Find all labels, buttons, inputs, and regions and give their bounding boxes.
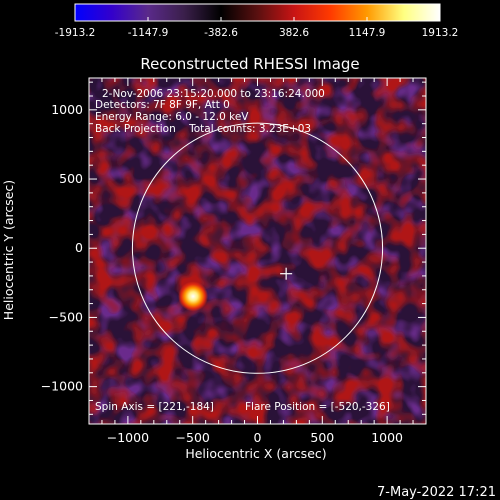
y-tick-label: 500 xyxy=(59,171,83,186)
chart-title: Reconstructed RHESSI Image xyxy=(140,55,359,73)
x-tick-label: 1000 xyxy=(371,430,403,445)
x-tick-label: 0 xyxy=(254,430,262,445)
info-time-range: 2-Nov-2006 23:15:20.000 to 23:16:24.000 xyxy=(102,88,325,100)
spin-axis-label: Spin Axis = [221,-184] xyxy=(95,401,214,413)
y-axis-label: Heliocentric Y (arcsec) xyxy=(1,180,16,320)
y-tick-label: −1000 xyxy=(41,379,83,394)
info-method-counts: Back Projection Total counts: 3.23E+03 xyxy=(95,123,311,135)
colorbar-gradient xyxy=(74,3,441,22)
colorbar-tick-label: 382.6 xyxy=(279,27,309,39)
y-tick-label: 0 xyxy=(75,240,83,255)
x-tick-label: 500 xyxy=(310,430,334,445)
x-tick-label: −1000 xyxy=(107,430,149,445)
y-tick-label: −500 xyxy=(49,309,83,324)
colorbar-tick-label: -1147.9 xyxy=(128,27,169,39)
heatmap-red-layer xyxy=(89,78,426,424)
info-block: 2-Nov-2006 23:15:20.000 to 23:16:24.000 … xyxy=(95,88,325,135)
colorbar-tick-label: 1147.9 xyxy=(349,27,386,39)
x-axis-label: Heliocentric X (arcsec) xyxy=(185,446,326,461)
info-energy-range: Energy Range: 6.0 - 12.0 keV xyxy=(95,111,249,123)
colorbar-ticks: -1913.2 -1147.9 -382.6 382.6 1147.9 1913.2 xyxy=(55,17,459,39)
colorbar-tick-label: -1913.2 xyxy=(55,27,96,39)
flare-source xyxy=(178,281,209,312)
footer-date: 7-May-2022 17:21 xyxy=(377,485,496,500)
colorbar-tick-label: -382.6 xyxy=(204,27,238,39)
info-detectors: Detectors: 7F 8F 9F, Att 0 xyxy=(95,99,230,111)
spin-axis-marker xyxy=(280,267,293,280)
x-axis: −1000 −500 0 500 1000 xyxy=(101,78,414,445)
y-tick-label: 1000 xyxy=(51,102,83,117)
y-axis: −1000 −500 0 500 1000 xyxy=(41,81,426,415)
x-tick-label: −500 xyxy=(176,430,210,445)
plot-area: −1000 −500 0 500 1000 −1000 −500 0 500 1000 2-No… xyxy=(41,77,427,445)
flare-position-label: Flare Position = [-520,-326] xyxy=(245,401,390,413)
solar-limb xyxy=(131,122,384,374)
colorbar: -1913.2 -1147.9 -382.6 382.6 1147.9 1913.2 xyxy=(55,3,459,39)
colorbar-tick-label: 1913.2 xyxy=(422,27,459,39)
